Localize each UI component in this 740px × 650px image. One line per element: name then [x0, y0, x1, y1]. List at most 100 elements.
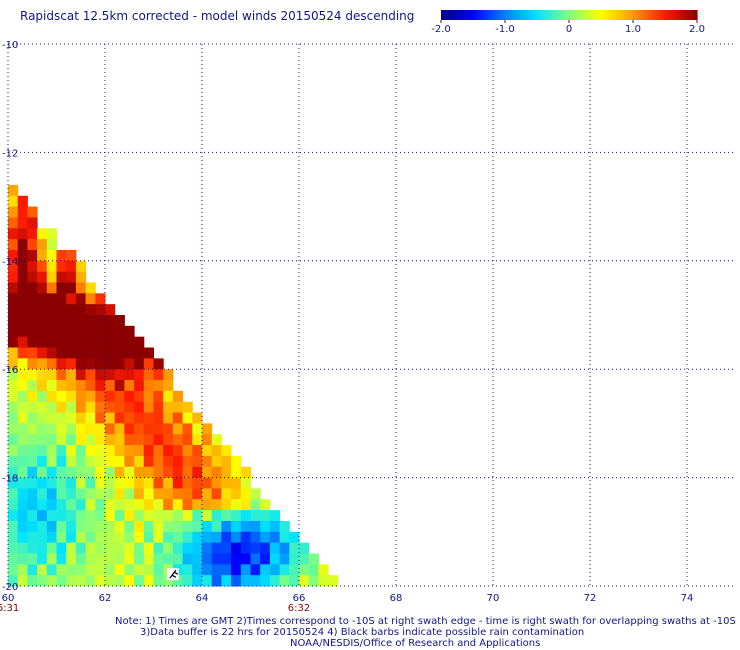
- swath-cell: [56, 423, 67, 435]
- swath-cell: [56, 390, 67, 403]
- swath-cell: [124, 336, 135, 349]
- swath-cell: [17, 553, 28, 565]
- swath-cell: [163, 390, 174, 403]
- swath-cell: [17, 217, 28, 229]
- swath-cell: [163, 380, 174, 392]
- swath-cell: [269, 542, 281, 554]
- swath-cell: [66, 434, 77, 446]
- swath-cell: [221, 520, 232, 533]
- swath-cell: [37, 336, 48, 349]
- swath-cell: [172, 477, 184, 489]
- swath-cell: [299, 553, 310, 565]
- swath-cell: [8, 455, 19, 468]
- swath-cell: [46, 434, 57, 446]
- swath-cell: [8, 423, 19, 435]
- colorbar-segment: [641, 10, 646, 20]
- swath-cell: [37, 553, 48, 565]
- swath-cell: [114, 423, 125, 435]
- colorbar-segment: [457, 10, 462, 20]
- swath-cell: [75, 401, 87, 414]
- swath-cell: [75, 347, 87, 359]
- swath-cell: [27, 271, 38, 283]
- swath-cell: [95, 466, 106, 479]
- swath-cell: [27, 564, 38, 576]
- colorbar-segment: [613, 10, 618, 20]
- swath-cell: [85, 455, 96, 468]
- swath-cell: [269, 553, 281, 565]
- colorbar-segment: [489, 10, 494, 20]
- swath-cell: [17, 542, 28, 554]
- colorbar-segment: [473, 10, 478, 20]
- swath-cell: [240, 564, 251, 576]
- swath-cell: [211, 520, 222, 533]
- swath-cell: [124, 390, 135, 403]
- swath-cell: [114, 542, 125, 554]
- swath-cell: [202, 510, 213, 522]
- swath-cell: [182, 412, 193, 424]
- swath-cell: [75, 271, 87, 283]
- swath-cell: [46, 423, 57, 435]
- colorbar-segment: [649, 10, 654, 20]
- swath-cell: [56, 315, 67, 327]
- swath-cell: [143, 434, 154, 446]
- swath-cell: [182, 488, 193, 500]
- swath-cell: [37, 369, 48, 381]
- colorbar-segment: [673, 10, 678, 20]
- swath-cell: [182, 401, 193, 414]
- swath-cell: [143, 401, 154, 414]
- swath-cell: [105, 423, 116, 435]
- swath-cell: [46, 499, 57, 511]
- swath-cell: [66, 347, 77, 359]
- swath-cell: [56, 380, 67, 392]
- swath-cell: [37, 315, 48, 327]
- swath-cell: [143, 520, 154, 533]
- swath-cell: [114, 358, 125, 370]
- colorbar-segment: [681, 10, 686, 20]
- y-tick-label: -12: [2, 148, 18, 159]
- wind-difference-swath: [8, 184, 339, 587]
- swath-cell: [153, 477, 164, 489]
- swath-cell: [124, 510, 135, 522]
- swath-cell: [211, 477, 222, 489]
- swath-cell: [75, 542, 87, 554]
- swath-cell: [46, 293, 57, 305]
- colorbar-segment: [633, 10, 638, 20]
- swath-cell: [221, 542, 232, 554]
- swath-cell: [134, 434, 145, 446]
- swath-cell: [27, 434, 38, 446]
- swath-cell: [231, 520, 242, 533]
- swath-cell: [8, 553, 19, 565]
- swath-cell: [27, 390, 38, 403]
- swath-cell: [124, 553, 135, 565]
- swath-cell: [37, 531, 48, 544]
- swath-cell: [231, 499, 242, 511]
- swath-cell: [27, 260, 38, 273]
- swath-cell: [17, 239, 28, 251]
- swath-cell: [279, 531, 290, 544]
- swath-cell: [221, 477, 232, 489]
- swath-cell: [114, 466, 125, 479]
- swath-cell: [163, 520, 174, 533]
- swath-cell: [192, 553, 203, 565]
- swath-cell: [114, 553, 125, 565]
- swath-cell: [95, 575, 106, 587]
- colorbar-segment: [629, 10, 634, 20]
- swath-cell: [75, 412, 87, 424]
- swath-cell: [46, 369, 57, 381]
- y-tick-label: -20: [2, 582, 18, 593]
- swath-cell: [153, 564, 164, 576]
- swath-cell: [182, 542, 193, 554]
- swath-cell: [250, 542, 261, 554]
- swath-cell: [231, 564, 242, 576]
- swath-cell: [250, 499, 261, 511]
- swath-cell: [153, 445, 164, 457]
- swath-cell: [66, 553, 77, 565]
- swath-cell: [27, 542, 38, 554]
- x-tick-label: 60: [2, 593, 15, 604]
- swath-cell: [56, 412, 67, 424]
- swath-cell: [66, 282, 77, 294]
- swath-cell: [8, 520, 19, 533]
- swath-cell: [56, 260, 67, 273]
- swath-cell: [105, 369, 116, 381]
- swath-cell: [17, 304, 28, 316]
